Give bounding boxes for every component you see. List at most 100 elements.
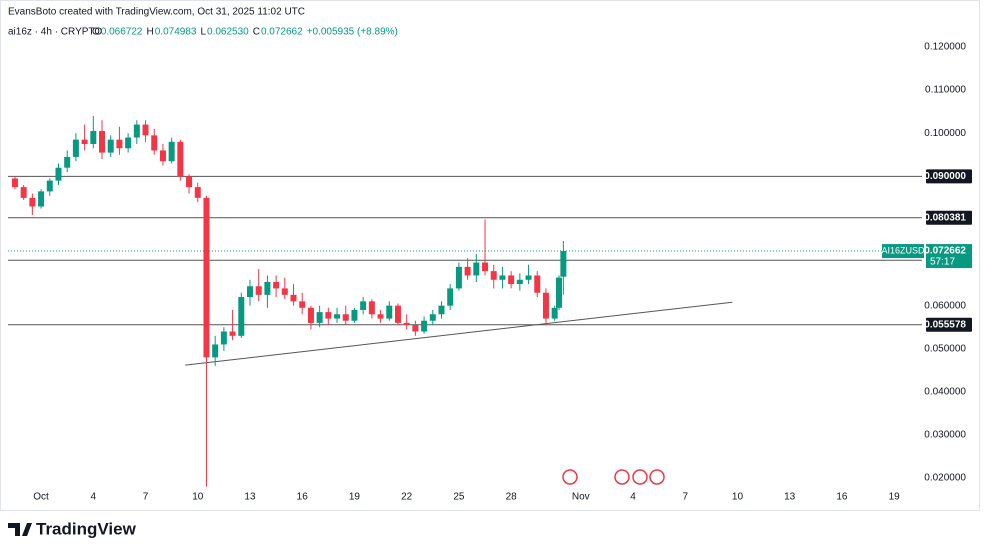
candle-body [508, 275, 515, 285]
candle-body [542, 292, 549, 319]
candle-body [412, 325, 419, 332]
candle-body [264, 281, 271, 295]
countdown: 57:17 [930, 257, 955, 268]
candle-body [273, 281, 280, 289]
price-box [926, 244, 972, 269]
x-tick-label: 19 [349, 492, 361, 503]
candle-body [20, 187, 27, 198]
x-tick-label: 28 [506, 492, 518, 503]
y-tick-label: 0.120000 [924, 42, 966, 53]
level-box [926, 169, 972, 184]
candle-body [203, 197, 210, 358]
candle-body [377, 314, 384, 319]
x-tick-label: Nov [572, 492, 590, 503]
candle-body [212, 344, 219, 358]
candle-body [299, 301, 306, 308]
x-tick-label: 7 [682, 492, 688, 503]
x-tick-label: 10 [192, 492, 204, 503]
candle-body [403, 322, 410, 326]
level-label: 0.055578 [924, 319, 966, 330]
candle-body [72, 139, 79, 157]
candle-body [151, 135, 158, 151]
symbol: ai16z · 4h · CRYPTO [8, 27, 102, 38]
ohlc-high: 0.074983 [155, 27, 197, 38]
candle-body [534, 275, 541, 293]
candle-body [556, 277, 563, 308]
candle-body [342, 314, 349, 321]
candle-body [194, 187, 201, 198]
candle-body [125, 137, 132, 149]
candle-body [473, 262, 480, 276]
candle-body [525, 275, 532, 280]
candle-body [386, 305, 393, 319]
candle-body [55, 167, 62, 181]
x-tick-label: 16 [297, 492, 309, 503]
candle-body [421, 320, 428, 332]
x-tick-label: 4 [91, 492, 97, 503]
candle-body [551, 307, 558, 319]
candle-body [316, 312, 323, 323]
candle-body [438, 305, 445, 315]
candle-body [46, 180, 53, 192]
candle-body [490, 271, 497, 280]
price-label: 0.072662 [924, 246, 966, 257]
candle-body [238, 297, 245, 336]
ohlc-h-label: H [147, 27, 154, 38]
candle-body [159, 150, 166, 162]
candle-body [464, 266, 471, 276]
x-tick-label: 13 [244, 492, 256, 503]
candle-body [281, 288, 288, 295]
candle-body [81, 139, 88, 144]
candle-body [168, 141, 175, 162]
candle-body [325, 312, 332, 319]
logo [8, 523, 32, 536]
chart-frame [0, 0, 980, 511]
x-tick-label: 19 [889, 492, 901, 503]
y-tick-label: 0.040000 [924, 387, 966, 398]
y-tick-label: 0.050000 [924, 343, 966, 354]
candle-body [246, 286, 253, 298]
candle-body [133, 124, 140, 138]
candle-body [334, 314, 341, 319]
ohlc-close: 0.072662 [261, 27, 303, 38]
y-tick-label: 0.020000 [924, 473, 966, 484]
candle-body [307, 307, 314, 323]
ohlc-c-label: C [253, 27, 260, 38]
y-tick-label: 0.030000 [924, 430, 966, 441]
candle-body [64, 156, 71, 168]
y-tick-label: 0.100000 [924, 128, 966, 139]
flags [562, 469, 665, 485]
candle-body [38, 191, 45, 207]
candle-body [455, 266, 462, 289]
candle-body [142, 124, 149, 136]
y-tick-label: 0.110000 [925, 85, 966, 96]
symbol-label: AI16ZUSD [881, 245, 925, 255]
level-label: 0.090000 [924, 171, 966, 182]
x-tick-label: 7 [143, 492, 149, 503]
candle-body [351, 309, 358, 321]
candle-body [177, 141, 184, 177]
y-tick-label: 0.060000 [924, 300, 966, 311]
candle-body [11, 178, 18, 188]
candle-body [360, 301, 367, 310]
credit: EvansBoto created with TradingView.com, … [8, 7, 305, 18]
candle-body [255, 286, 262, 295]
ohlc-open: 0.066722 [101, 27, 143, 38]
x-tick-label: 25 [453, 492, 465, 503]
ohlc-low: 0.062530 [207, 27, 249, 38]
symbol-box [882, 244, 924, 259]
ohlc-change: +0.005935 (+8.89%) [307, 27, 398, 38]
candle-body [99, 131, 106, 153]
brand: TradingView [36, 519, 137, 538]
level-box [926, 210, 972, 225]
x-tick-label: 16 [836, 492, 848, 503]
level-label: 0.080381 [924, 212, 966, 223]
candle-body [107, 139, 114, 153]
ohlc-l-label: L [200, 27, 206, 38]
candle-body [516, 279, 523, 285]
ohlc-o-label: O [92, 27, 100, 38]
candle-body [499, 275, 506, 280]
candle-body [229, 331, 236, 336]
